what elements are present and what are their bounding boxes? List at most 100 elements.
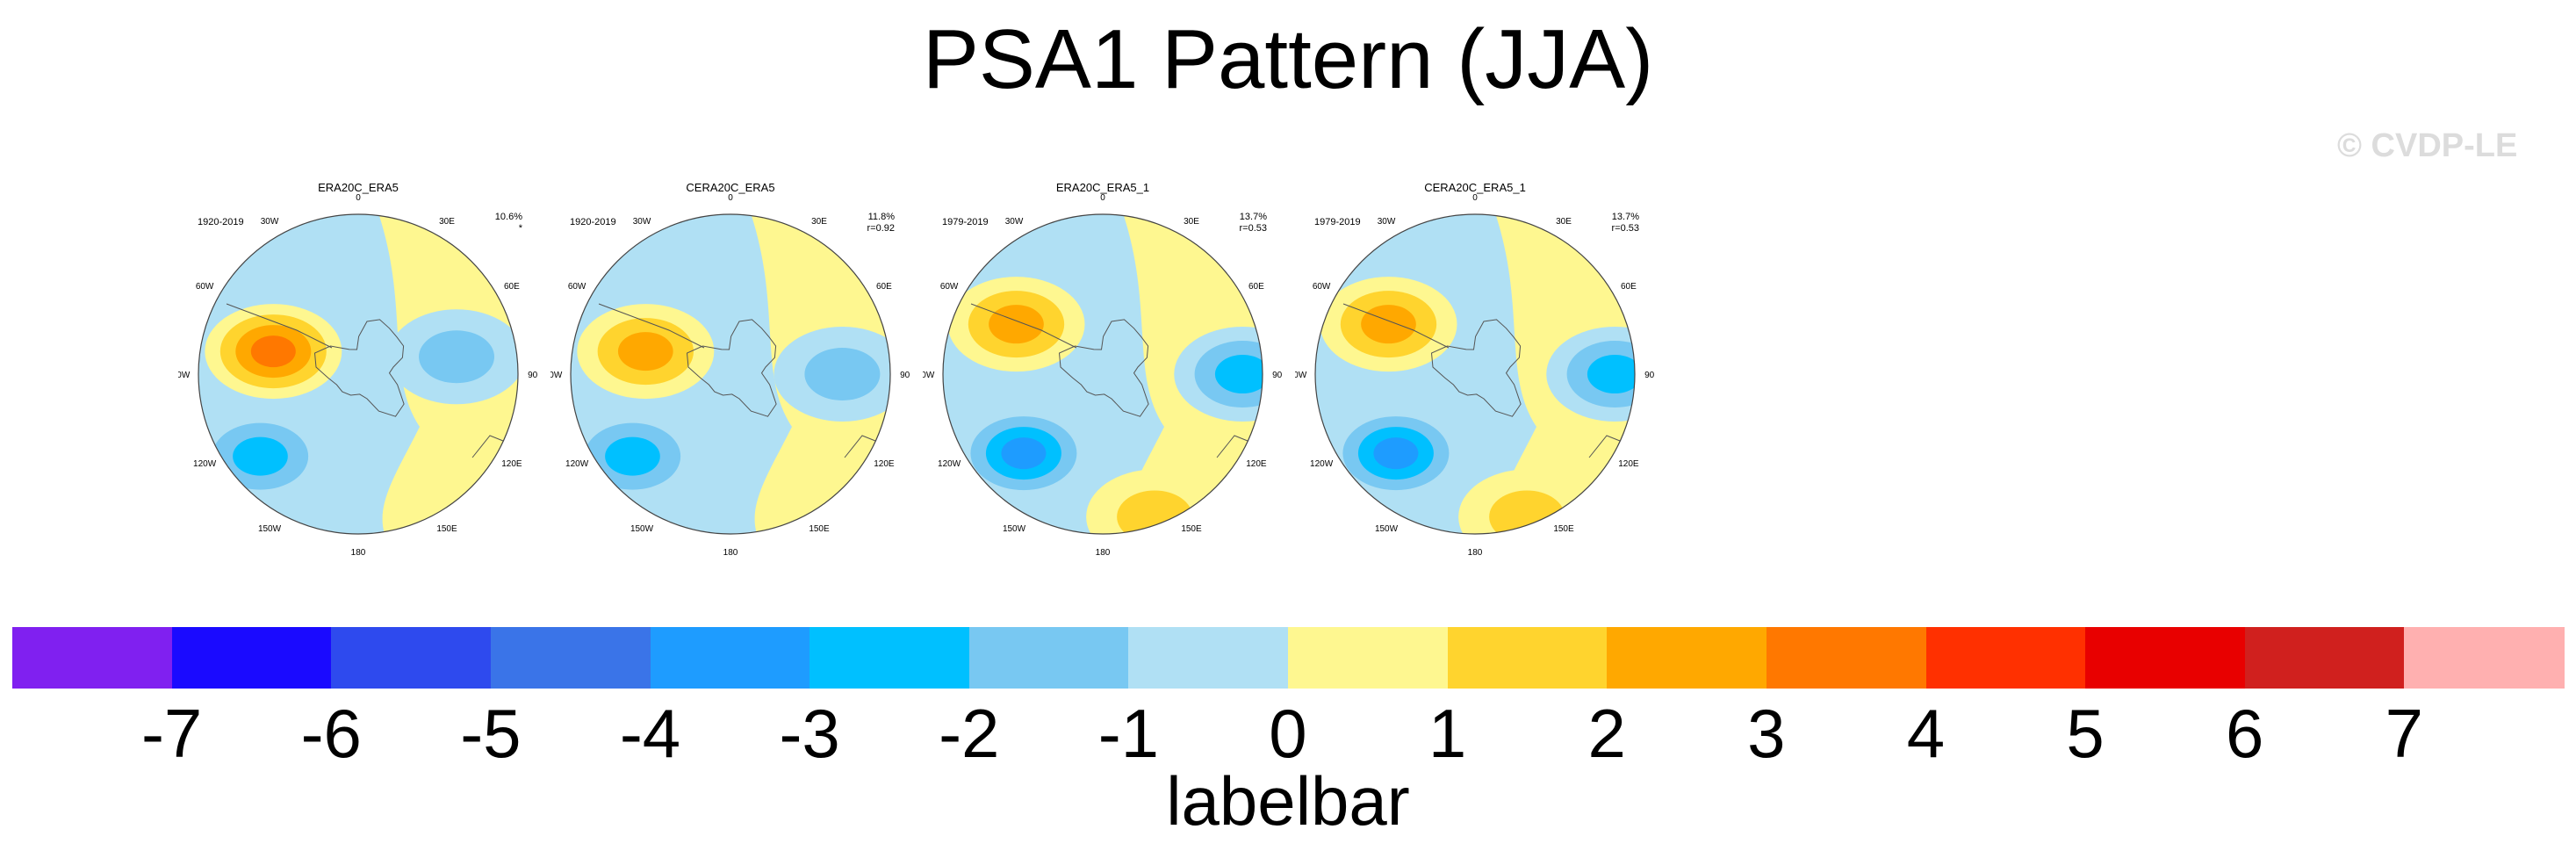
lon-label: 60W: [196, 282, 214, 292]
colorbar-swatch: [331, 627, 492, 689]
colorbar-tick-label: 6: [2226, 695, 2264, 772]
lon-label: 60W: [1313, 282, 1331, 292]
lon-label: 60E: [876, 282, 892, 292]
page-title: PSA1 Pattern (JJA): [922, 12, 1654, 106]
map-border: [942, 213, 1263, 535]
colorbar-tick-label: 4: [1906, 695, 1946, 772]
colorbar-tick-label: 2: [1587, 695, 1626, 772]
colorbar-ticks: -7 -6 -5 -4 -3 -2 -1 0 1 2 3 4 5 6 7: [0, 694, 2576, 773]
lon-label: 180: [351, 548, 366, 558]
colorbar-tick-label: 1: [1428, 695, 1467, 772]
lon-label: 150W: [1375, 524, 1399, 534]
peninsula-coastline: [598, 303, 705, 349]
colorbar-swatch: [1925, 627, 2086, 689]
colorbar-tick-label: -5: [460, 695, 522, 772]
lon-label: 90E: [528, 371, 538, 380]
colorbar-tick-label: -4: [619, 695, 681, 772]
map-field: [943, 214, 1263, 534]
panel-title: ERA20C_ERA5: [318, 181, 399, 194]
colorbar-tick-label: -1: [1097, 695, 1160, 772]
colorbar-swatch: [2244, 627, 2405, 689]
colorbar-tick-label: -3: [779, 695, 840, 772]
lon-label: 0: [356, 193, 361, 203]
anomaly-contour: [1489, 490, 1565, 534]
lon-label: 120W: [193, 459, 217, 469]
colorbar-swatch: [1766, 627, 1926, 689]
panel-period: 1979-2019: [942, 217, 989, 227]
lon-label: 120E: [874, 459, 895, 469]
lon-label: 90E: [900, 371, 910, 380]
colorbar-swatch: [2085, 627, 2246, 689]
lon-label: 180: [723, 548, 738, 558]
colorbar-swatch: [1447, 627, 1608, 689]
map-border: [198, 213, 519, 535]
anomaly-contour: [617, 332, 673, 371]
panel-variance: 13.7%: [1240, 212, 1267, 222]
panel-correlation: r=0.92: [867, 223, 896, 234]
lon-label: 150W: [630, 524, 654, 534]
lon-label: 30W: [261, 217, 279, 227]
anomaly-contour: [989, 305, 1044, 344]
lon-label: 120E: [1246, 459, 1267, 469]
lon-label: 60W: [568, 282, 586, 292]
map-panel: ERA20C_ERA5_1 1979-2019 13.7% r=0.53 0 30E 60E…: [923, 176, 1283, 562]
lon-label: 0: [1100, 193, 1105, 203]
map-panel: CERA20C_ERA5 1920-2019 11.8% r=0.92 0 30E 60E 9…: [550, 176, 910, 562]
panel-period: 1920-2019: [198, 217, 244, 227]
lon-label: 90W: [550, 371, 563, 380]
panel-variance: 11.8%: [868, 212, 896, 222]
map-field: [571, 214, 890, 534]
lon-label: 150E: [1181, 524, 1202, 534]
antarctica-coastline: [686, 319, 777, 417]
anomaly-contour: [1214, 355, 1263, 393]
anomaly-contour: [1373, 437, 1419, 470]
lon-label: 180: [1468, 548, 1483, 558]
lon-label: 30W: [1005, 217, 1024, 227]
panel-variance: 10.6%: [495, 212, 522, 222]
lon-label: 90W: [178, 371, 191, 380]
lon-label: 150E: [1553, 524, 1574, 534]
panel-correlation: r=0.53: [1240, 223, 1268, 234]
lon-label: 0: [728, 193, 733, 203]
lon-label: 120E: [1618, 459, 1639, 469]
colorbar-swatch: [171, 627, 332, 689]
colorbar-swatch: [968, 627, 1129, 689]
anomaly-contour: [1117, 490, 1193, 534]
lon-label: 150E: [809, 524, 830, 534]
panel-correlation: *: [519, 223, 523, 234]
anomaly-contour: [419, 330, 495, 384]
panel-period: 1979-2019: [1314, 217, 1361, 227]
lon-label: 60W: [940, 282, 959, 292]
peninsula-coastline: [1342, 303, 1450, 349]
colorbar-swatch: [12, 627, 173, 689]
lon-label: 0: [1472, 193, 1478, 203]
colorbar: [12, 627, 2565, 689]
panel-title: CERA20C_ERA5: [686, 181, 774, 194]
panel-variance: 13.7%: [1612, 212, 1639, 222]
colorbar-tick-label: 3: [1747, 695, 1786, 772]
map-panel: ERA20C_ERA5 1920-2019 10.6%* 0 30E 60E 90E 120E…: [178, 176, 538, 562]
anomaly-contour: [1361, 305, 1416, 344]
lon-label: 60E: [504, 282, 520, 292]
colorbar-swatch: [650, 627, 810, 689]
panel-period: 1920-2019: [570, 217, 616, 227]
anomaly-contour: [804, 348, 881, 400]
lon-label: 120E: [501, 459, 522, 469]
anomaly-contour: [1001, 437, 1047, 470]
anomaly-contour: [1587, 355, 1635, 393]
map-border: [570, 213, 891, 535]
antarctica-coastline: [313, 319, 405, 417]
map-field: [1315, 214, 1635, 534]
map-panel: CERA20C_ERA5_1 1979-2019 13.7% r=0.53 0 30E 60…: [1295, 176, 1655, 562]
lon-label: 150W: [258, 524, 282, 534]
lon-label: 90W: [1295, 371, 1307, 380]
anomaly-contour: [250, 335, 296, 368]
colorbar-title: labelbar: [1166, 762, 1410, 840]
map-field: [198, 214, 518, 534]
colorbar-tick-label: 7: [2385, 695, 2424, 772]
peninsula-coastline: [970, 303, 1077, 349]
panel-title: ERA20C_ERA5_1: [1056, 181, 1149, 194]
colorbar-swatch: [1128, 627, 1289, 689]
colorbar-swatch: [1607, 627, 1767, 689]
lon-label: 90E: [1644, 371, 1655, 380]
